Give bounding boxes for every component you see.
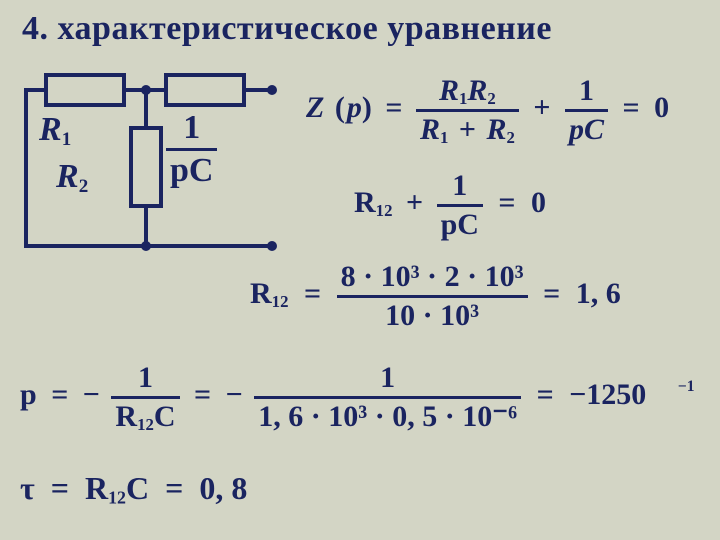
slide: 4. характеристическое уравнение R1 R [0,0,720,540]
label-r2: R2 [56,158,88,196]
equation-R12-value: R12 = 8 · 10³ · 2 · 10³ 10 · 10³ = 1, 6 [250,261,621,331]
frac-bar [437,204,483,207]
frac-bar [166,148,217,151]
frac-bar [111,396,179,399]
label-r1: R1 [39,111,71,149]
equation-tau: τ = R12C = 0, 8 [20,470,247,507]
label-capacitor: 1 pC [166,110,217,188]
frac-bar [565,109,608,112]
circuit-diagram [10,70,290,260]
equation-p: p = − 1 R12C = − 1 1, 6 · 10³ · 0, 5 · 1… [20,362,695,432]
frac-bar [416,109,519,112]
frac-bar [337,295,528,298]
equation-R12-plus: R12 + 1 pC = 0 [354,170,546,240]
equation-Z: Z (p) = R1R2 R1 + R2 + 1 pC = 0 [306,75,669,145]
frac-bar [254,396,521,399]
slide-title: 4. характеристическое уравнение [22,10,698,48]
